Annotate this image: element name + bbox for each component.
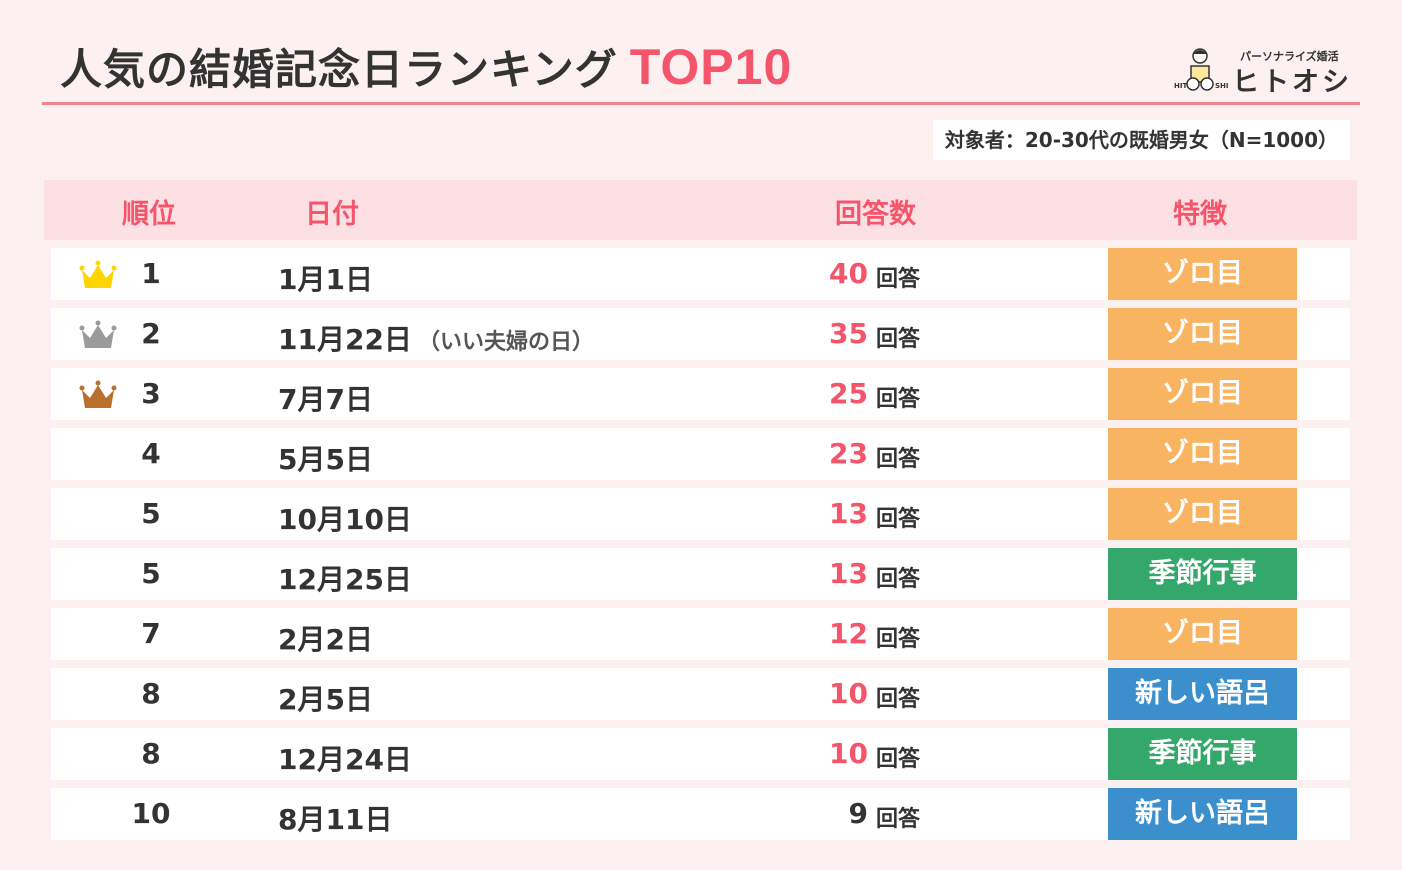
rank: 3: [141, 377, 161, 410]
answer-unit: 回答: [876, 447, 921, 472]
crown-silver-icon: [79, 320, 117, 348]
date: 12月25日: [278, 558, 412, 598]
feature-badge: ゾロ目: [1108, 248, 1297, 300]
answer-count: 13: [829, 557, 868, 590]
svg-text:SHI: SHI: [1215, 82, 1228, 90]
answer-count: 9: [848, 797, 868, 830]
feature-badge: ゾロ目: [1108, 368, 1297, 420]
date-text: 10月10日: [278, 503, 412, 536]
answer-count: 10: [829, 737, 868, 770]
date: 11月22日 （いい夫婦の日）: [278, 318, 594, 358]
answer-unit: 回答: [876, 687, 921, 712]
table-row: 3 7月7日 25 回答 ゾロ目: [51, 368, 1350, 420]
feature-badge: ゾロ目: [1108, 608, 1297, 660]
table-row: 8 2月5日 10 回答 新しい語呂: [51, 668, 1350, 720]
rank: 8: [141, 677, 161, 710]
rank: 1: [141, 257, 161, 290]
survey-subject: 対象者：20-30代の既婚男女（N=1000）: [932, 120, 1350, 160]
crown-bronze-icon: [79, 380, 117, 408]
rank: 2: [141, 317, 161, 350]
rank: 10: [131, 797, 171, 830]
table-row: 7 2月2日 12 回答 ゾロ目: [51, 608, 1350, 660]
title-divider: [42, 102, 1360, 105]
date-text: 7月7日: [278, 383, 373, 416]
table-row: 5 10月10日 13 回答 ゾロ目: [51, 488, 1350, 540]
answer-count: 10: [829, 677, 868, 710]
answer-count: 12: [829, 617, 868, 650]
table-row: 4 5月5日 23 回答 ゾロ目: [51, 428, 1350, 480]
answer-unit: 回答: [876, 507, 921, 532]
logo: HIT SHI パーソナライズ婚活 ヒトオシ: [1172, 44, 1352, 98]
logo-name: ヒトオシ: [1232, 67, 1352, 98]
header-date: 日付: [305, 199, 359, 230]
answer-unit: 回答: [876, 267, 921, 292]
svg-text:HIT: HIT: [1174, 82, 1187, 90]
feature-badge: ゾロ目: [1108, 308, 1297, 360]
feature-badge: 新しい語呂: [1108, 668, 1297, 720]
page-title: 人気の結婚記念日ランキング TOP10: [60, 36, 792, 97]
date-text: 11月22日: [278, 323, 412, 356]
date-text: 2月2日: [278, 623, 373, 656]
date: 2月5日: [278, 678, 373, 718]
rank: 5: [141, 497, 161, 530]
answer-unit: 回答: [876, 327, 921, 352]
date: 8月11日: [278, 798, 392, 838]
table-row: 8 12月24日 10 回答 季節行事: [51, 728, 1350, 780]
answer-unit: 回答: [876, 747, 921, 772]
answer-count: 13: [829, 497, 868, 530]
answer-count: 23: [829, 437, 868, 470]
feature-badge: ゾロ目: [1108, 488, 1297, 540]
crown-gold-icon: [79, 260, 117, 288]
answer-count: 25: [829, 377, 868, 410]
answer-unit: 回答: [876, 627, 921, 652]
answer-count: 40: [829, 257, 868, 290]
logo-tagline: パーソナライズ婚活: [1240, 50, 1339, 63]
date-text: 8月11日: [278, 803, 393, 836]
table-header: 順位 日付 回答数 特徴: [44, 180, 1357, 240]
table-row: 10 8月11日 9 回答 新しい語呂: [51, 788, 1350, 840]
answer-unit: 回答: [876, 567, 921, 592]
feature-badge: 新しい語呂: [1108, 788, 1297, 840]
date: 1月1日: [278, 258, 373, 298]
feature-badge: 季節行事: [1108, 548, 1297, 600]
date: 10月10日: [278, 498, 412, 538]
date: 12月24日: [278, 738, 412, 778]
header-feature: 特徴: [1173, 199, 1227, 230]
title-main: 人気の結婚記念日ランキング: [60, 45, 618, 94]
date-text: 1月1日: [278, 263, 373, 296]
rank: 4: [141, 437, 161, 470]
rank: 5: [141, 557, 161, 590]
rank: 7: [141, 617, 161, 650]
rank: 8: [141, 737, 161, 770]
header-rank: 順位: [122, 199, 176, 230]
date: 7月7日: [278, 378, 373, 418]
date: 5月5日: [278, 438, 373, 478]
answer-unit: 回答: [876, 387, 921, 412]
date-text: 12月24日: [278, 743, 412, 776]
logo-mark-icon: HIT SHI: [1174, 48, 1228, 91]
table-row: 5 12月25日 13 回答 季節行事: [51, 548, 1350, 600]
feature-badge: 季節行事: [1108, 728, 1297, 780]
date-note: （いい夫婦の日）: [417, 330, 594, 355]
answer-unit: 回答: [876, 807, 921, 832]
date-text: 12月25日: [278, 563, 412, 596]
date: 2月2日: [278, 618, 373, 658]
date-text: 5月5日: [278, 443, 373, 476]
table-row: 1 1月1日 40 回答 ゾロ目: [51, 248, 1350, 300]
table-row: 2 11月22日 （いい夫婦の日） 35 回答 ゾロ目: [51, 308, 1350, 360]
header-count: 回答数: [835, 199, 916, 230]
answer-count: 35: [829, 317, 868, 350]
feature-badge: ゾロ目: [1108, 428, 1297, 480]
title-accent: TOP10: [629, 39, 793, 95]
date-text: 2月5日: [278, 683, 373, 716]
